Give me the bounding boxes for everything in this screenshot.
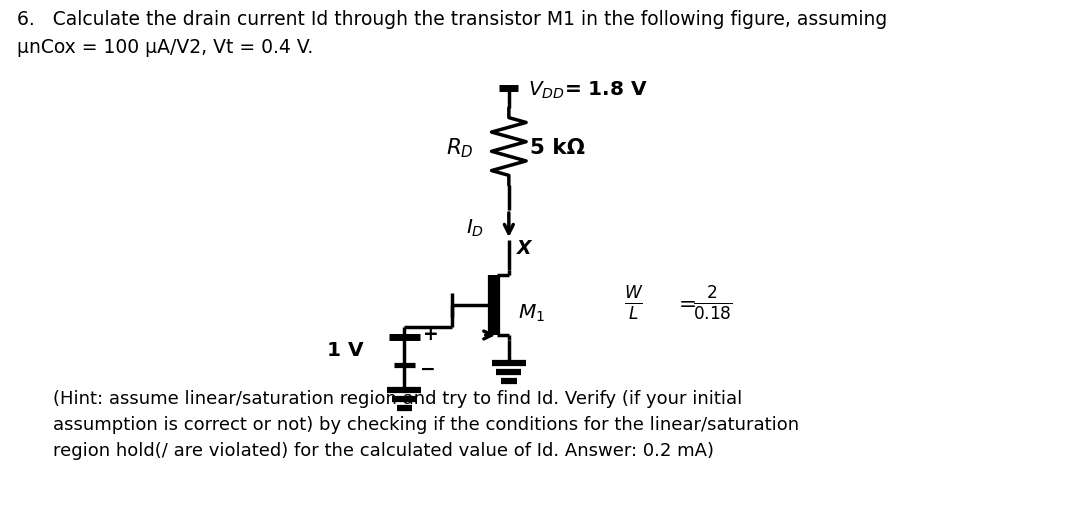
Text: 1 V: 1 V (328, 342, 363, 360)
Text: $M_1$: $M_1$ (519, 302, 546, 324)
Text: assumption is correct or not) by checking if the conditions for the linear/satur: assumption is correct or not) by checkin… (53, 416, 799, 434)
Text: (Hint: assume linear/saturation region and try to find Id. Verify (if your initi: (Hint: assume linear/saturation region a… (53, 390, 742, 408)
Text: μnCox = 100 μA/V2, Vt = 0.4 V.: μnCox = 100 μA/V2, Vt = 0.4 V. (17, 38, 314, 57)
Text: +: + (423, 325, 439, 345)
Text: 5 kΩ: 5 kΩ (529, 138, 585, 158)
Text: $=$: $=$ (674, 293, 695, 313)
Text: $R_D$: $R_D$ (446, 136, 474, 160)
Text: $V_{DD}$= 1.8 V: $V_{DD}$= 1.8 V (528, 79, 648, 100)
Text: −: − (420, 359, 435, 379)
Text: $I_D$: $I_D$ (465, 218, 484, 240)
Text: 6.   Calculate the drain current Id through the transistor M1 in the following f: 6. Calculate the drain current Id throug… (17, 10, 888, 29)
Text: region hold(/ are violated) for the calculated value of Id. Answer: 0.2 mA): region hold(/ are violated) for the calc… (53, 442, 714, 460)
Text: $\frac{W}{L}$: $\frac{W}{L}$ (624, 284, 643, 322)
Text: $\frac{2}{0.18}$: $\frac{2}{0.18}$ (693, 284, 733, 322)
Text: X: X (516, 239, 531, 258)
